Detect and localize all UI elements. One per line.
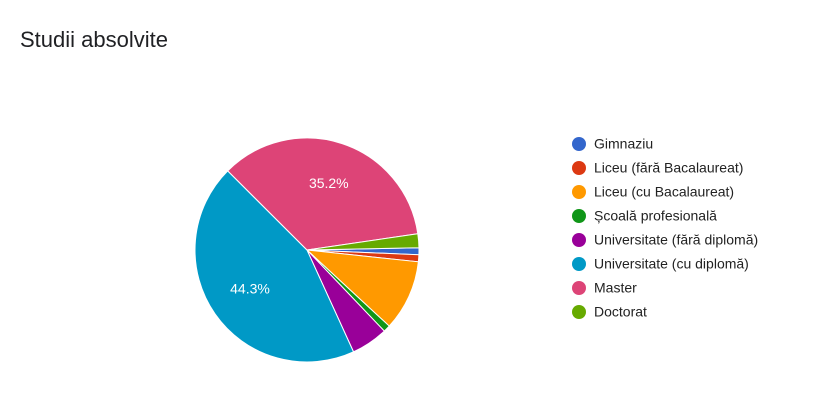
pie-slice — [305, 249, 419, 327]
legend-label: Școală profesională — [594, 208, 717, 224]
legend-label: Gimnaziu — [594, 136, 653, 152]
legend-swatch — [572, 233, 586, 247]
legend-label: Liceu (cu Bacalaureat) — [594, 184, 734, 200]
slice-label: 44.3% — [230, 280, 270, 296]
legend-swatch — [572, 209, 586, 223]
slice-label: 35.2% — [309, 175, 349, 191]
legend-swatch — [572, 257, 586, 271]
legend-swatch — [572, 281, 586, 295]
legend-label: Universitate (fără diplomă) — [594, 232, 758, 248]
chart-title: Studii absolvite — [20, 27, 168, 52]
legend-swatch — [572, 161, 586, 175]
legend-label: Universitate (cu diplomă) — [594, 256, 749, 272]
legend-label: Master — [594, 280, 637, 296]
pie-slice — [306, 233, 420, 251]
legend-swatch — [572, 137, 586, 151]
pie-slice — [227, 137, 419, 251]
legend-label: Doctorat — [594, 304, 647, 320]
legend-swatch — [572, 305, 586, 319]
legend-label: Liceu (fără Bacalaureat) — [594, 160, 743, 176]
legend-swatch — [572, 185, 586, 199]
pie-slice — [194, 170, 355, 363]
